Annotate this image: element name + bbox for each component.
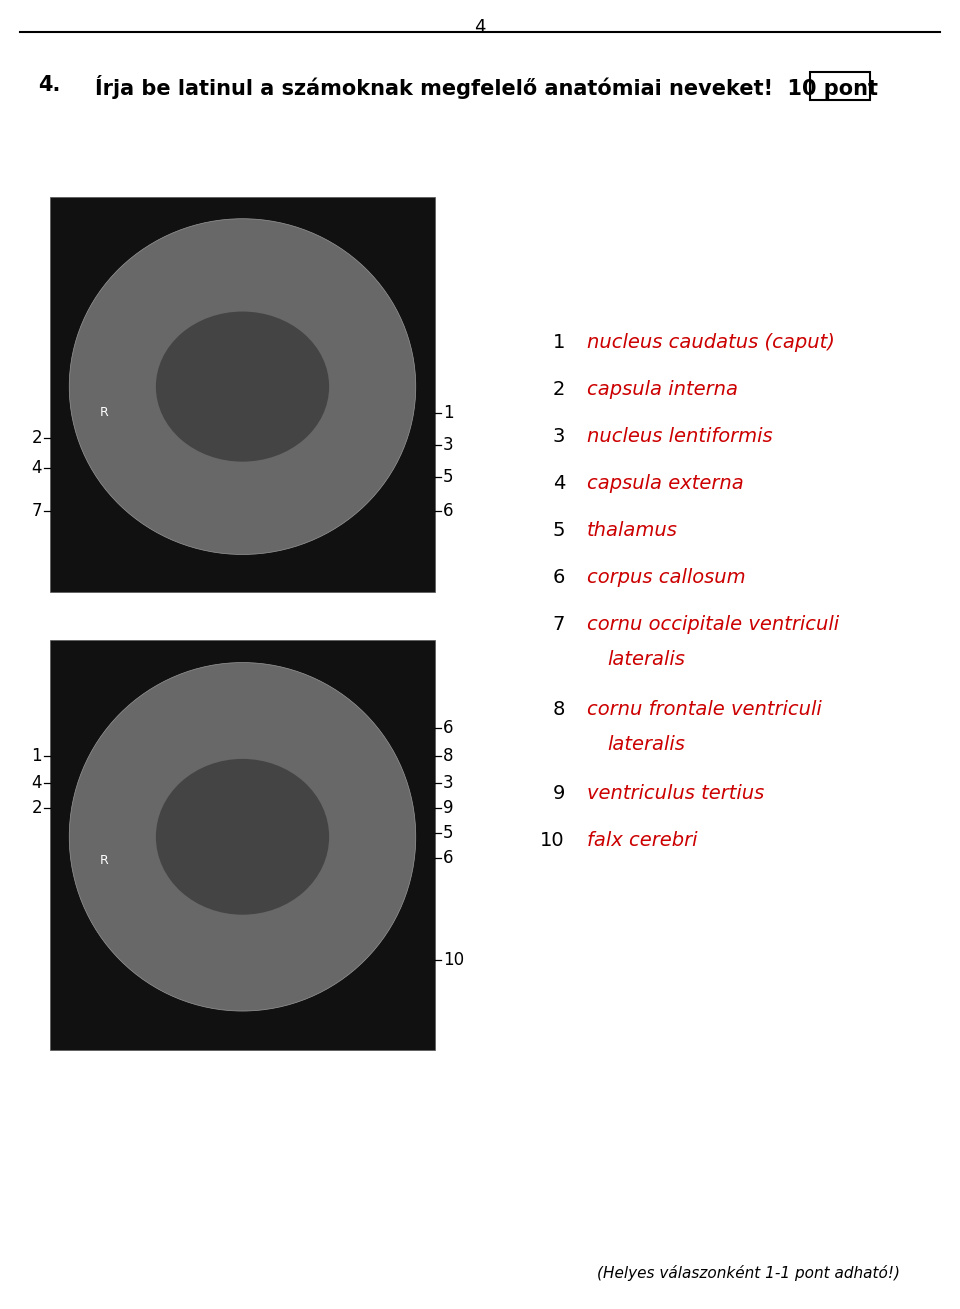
Text: 3: 3 [443,774,454,792]
Ellipse shape [156,759,329,915]
Text: 4: 4 [553,474,565,493]
Text: 5: 5 [443,469,453,486]
Text: 5: 5 [553,521,565,541]
Ellipse shape [156,312,329,462]
Text: 1: 1 [553,332,565,352]
Text: ventriculus tertius: ventriculus tertius [587,784,764,804]
Text: 6: 6 [443,719,453,737]
Text: 4.: 4. [38,75,60,96]
Bar [50,196,435,592]
Text: 2: 2 [32,429,42,446]
Text: 1: 1 [32,747,42,764]
Text: 4: 4 [32,459,42,476]
Text: 6: 6 [443,501,453,520]
Text: 6: 6 [553,568,565,586]
Text: Írja be latinul a számoknak megfelelő anatómiai neveket!  10 pont: Írja be latinul a számoknak megfelelő an… [95,75,878,99]
Text: R: R [100,853,108,867]
Bar [810,72,870,99]
Text: 8: 8 [443,747,453,764]
Text: 2: 2 [32,798,42,817]
Text: capsula externa: capsula externa [587,474,744,493]
Text: 10: 10 [540,831,565,851]
Text: 9: 9 [553,784,565,804]
Text: 6: 6 [443,850,453,867]
Text: thalamus: thalamus [587,521,678,541]
Text: lateralis: lateralis [607,651,684,669]
Text: 5: 5 [443,823,453,842]
Text: 2: 2 [553,380,565,399]
Text: lateralis: lateralis [607,734,684,754]
Text: 8: 8 [553,699,565,719]
Ellipse shape [69,662,416,1011]
Text: cornu frontale ventriculi: cornu frontale ventriculi [587,699,822,719]
Text: capsula interna: capsula interna [587,380,738,399]
Text: 4: 4 [32,774,42,792]
Text: R: R [100,406,108,419]
Text: 7: 7 [32,501,42,520]
Text: nucleus lentiformis: nucleus lentiformis [587,427,773,446]
Text: 3: 3 [443,436,454,454]
Text: falx cerebri: falx cerebri [587,831,698,851]
Text: 3: 3 [553,427,565,446]
Text: 9: 9 [443,798,453,817]
Text: 1: 1 [443,404,454,421]
Text: cornu occipitale ventriculi: cornu occipitale ventriculi [587,615,839,634]
Text: (Helyes válaszonként 1-1 pont adható!): (Helyes válaszonként 1-1 pont adható!) [597,1264,900,1282]
Bar [50,640,435,1050]
Text: 7: 7 [553,615,565,634]
Text: corpus callosum: corpus callosum [587,568,746,586]
Text: nucleus caudatus (caput): nucleus caudatus (caput) [587,332,835,352]
Text: 10: 10 [443,952,464,969]
Text: 4: 4 [474,18,486,37]
Ellipse shape [69,219,416,555]
